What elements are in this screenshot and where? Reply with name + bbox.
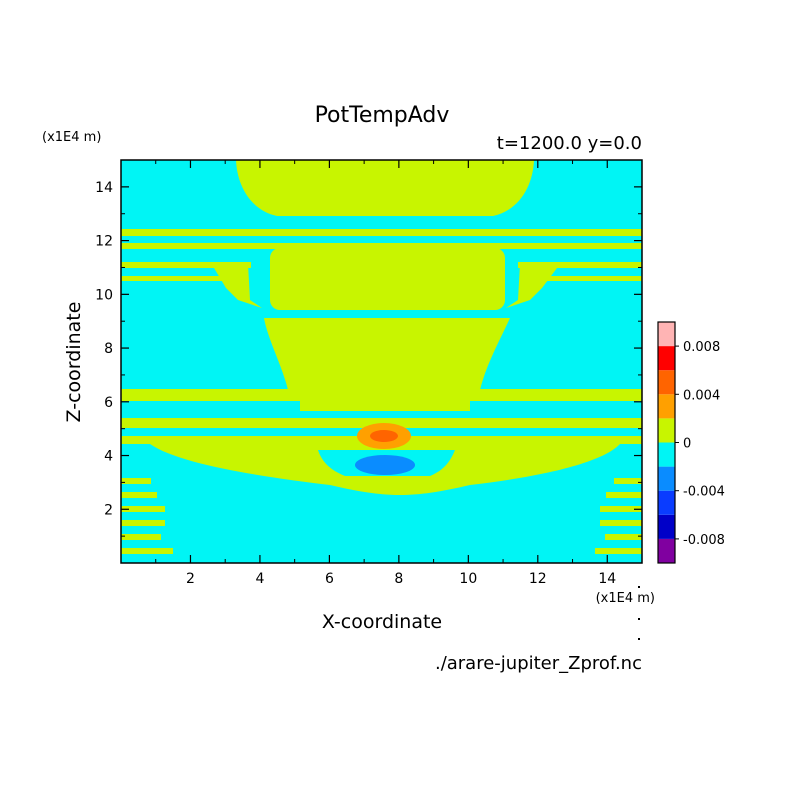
colorbar-tick-label: 0.004	[683, 388, 720, 403]
y-tick-label: 8	[104, 341, 113, 357]
y-tick-label: 14	[95, 180, 113, 196]
x-tick-label: 2	[186, 571, 195, 587]
y-tick-label: 10	[95, 287, 113, 303]
contour-left-streak-2	[121, 492, 157, 498]
y-tick-label: 12	[95, 234, 113, 250]
contour-band-11-0	[121, 276, 231, 281]
y-tick-label: 2	[104, 502, 113, 518]
y-axis-unit: (x1E4 m)	[42, 130, 101, 145]
colorbar-tick-label: -0.004	[683, 485, 725, 500]
x-axis-unit: (x1E4 m)	[596, 591, 655, 606]
contour-band-12-5	[121, 229, 642, 236]
contour-left-streak-5	[121, 534, 161, 540]
colorbar-tick-label: 0.008	[683, 340, 720, 355]
x-tick-label: 12	[529, 571, 547, 587]
y-tick-label: 4	[104, 449, 113, 465]
colorbar-segment	[658, 370, 675, 395]
colorbar-tick-label: -0.008	[683, 533, 725, 548]
contour-right-streak-2	[606, 492, 642, 498]
contour-band-12-0	[121, 243, 642, 249]
contour-right-streak-6	[595, 548, 642, 554]
contour-band-11-5	[121, 262, 251, 268]
contour-central-box	[270, 248, 505, 310]
colorbar-segment	[658, 514, 675, 539]
colorbar-segment	[658, 490, 675, 515]
chart-title: PotTempAdv	[315, 103, 450, 128]
contour-left-step	[214, 264, 262, 308]
x-tick-label: 4	[255, 571, 264, 587]
contour-left-streak-3	[121, 506, 165, 512]
contour-band-11-5-r	[518, 262, 642, 268]
x-tick-label: 8	[394, 571, 403, 587]
chart-subtitle: t=1200.0 y=0.0	[497, 133, 642, 154]
contour-top-plume	[236, 160, 534, 216]
colorbar-segment	[658, 394, 675, 419]
contour-right-streak-4	[600, 520, 642, 526]
contour-right-streak-1	[614, 478, 642, 484]
contour-positive-core-inner	[370, 430, 398, 442]
colorbar: 0.008 0.004 0 -0.004 -0.008	[657, 321, 725, 564]
contour-left-streak-6	[121, 548, 173, 554]
contour-middle-plume	[264, 318, 510, 390]
x-tick-label: 14	[598, 571, 616, 587]
colorbar-segment	[658, 418, 675, 443]
contour-positive-band	[121, 160, 642, 554]
y-axis-label: Z-coordinate	[63, 302, 85, 423]
contour-band-11-0-r	[538, 276, 642, 281]
source-file: ./arare-jupiter_Zprof.nc	[435, 653, 642, 674]
colorbar-segment	[658, 322, 675, 347]
contour-left-streak-1	[121, 478, 151, 484]
contour-right-step	[506, 264, 557, 308]
contour-left-streak-4	[121, 520, 165, 526]
colorbar-segment	[658, 538, 675, 563]
x-axis-ticks: 2 4 6 8 10 12 14	[155, 160, 616, 587]
contour-band-5-5	[300, 401, 470, 411]
contour-negative-core	[355, 455, 415, 475]
plot-area	[120, 159, 643, 564]
colorbar-tick-label: 0	[683, 437, 691, 452]
contour-right-streak-3	[600, 506, 642, 512]
marker-dots	[638, 586, 640, 640]
colorbar-segment	[658, 346, 675, 371]
colorbar-segment	[658, 466, 675, 491]
contour-band-5-0	[121, 418, 642, 428]
contour-band-6-0	[121, 389, 642, 401]
contour-right-streak-5	[605, 534, 642, 540]
x-tick-label: 10	[459, 571, 477, 587]
plot-frame	[120, 159, 643, 564]
y-tick-label: 6	[104, 395, 113, 411]
x-axis-label: X-coordinate	[322, 611, 442, 633]
colorbar-segment	[658, 442, 675, 467]
x-tick-label: 6	[325, 571, 334, 587]
y-axis-ticks: 2 4 6 8 10 12 14	[95, 180, 642, 537]
